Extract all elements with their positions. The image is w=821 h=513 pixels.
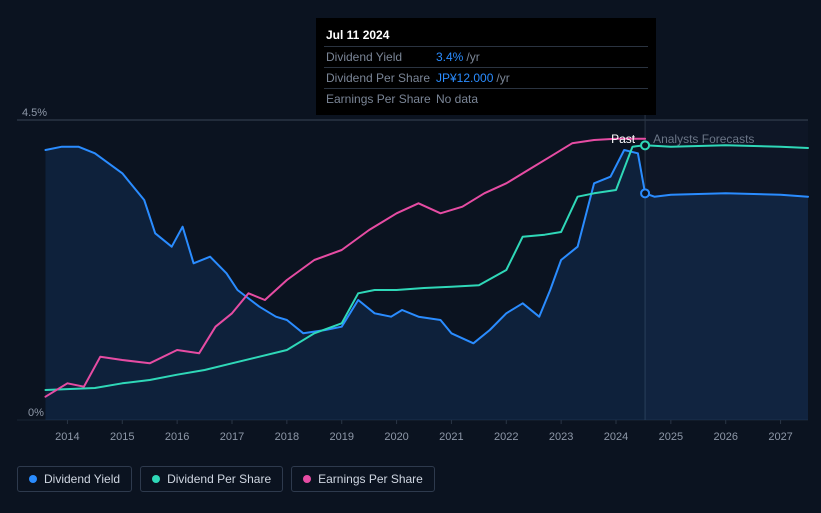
svg-text:2014: 2014 xyxy=(55,431,79,443)
svg-text:2024: 2024 xyxy=(604,431,628,443)
svg-text:2018: 2018 xyxy=(275,431,299,443)
past-period-label: Past xyxy=(611,132,635,146)
svg-text:2020: 2020 xyxy=(384,431,408,443)
tooltip-unit: /yr xyxy=(466,50,479,64)
svg-text:2026: 2026 xyxy=(713,431,737,443)
svg-text:2023: 2023 xyxy=(549,431,573,443)
svg-text:2022: 2022 xyxy=(494,431,518,443)
tooltip-row-dividend-per-share: Dividend Per Share JP¥12.000 /yr xyxy=(324,67,648,88)
legend-dot xyxy=(152,475,160,483)
legend-item-dividend-per-share[interactable]: Dividend Per Share xyxy=(140,466,283,492)
legend-dot xyxy=(303,475,311,483)
svg-text:2027: 2027 xyxy=(768,431,792,443)
tooltip-label: Earnings Per Share xyxy=(326,92,436,106)
tooltip-date: Jul 11 2024 xyxy=(324,24,648,46)
y-axis-min-label: 0% xyxy=(28,407,44,419)
svg-text:2019: 2019 xyxy=(329,431,353,443)
legend-dot xyxy=(29,475,37,483)
legend-label: Dividend Per Share xyxy=(167,472,271,486)
tooltip-value: JP¥12.000 xyxy=(436,71,493,85)
svg-text:2025: 2025 xyxy=(659,431,683,443)
legend-item-dividend-yield[interactable]: Dividend Yield xyxy=(17,466,132,492)
tooltip-row-dividend-yield: Dividend Yield 3.4% /yr xyxy=(324,46,648,67)
legend-item-earnings-per-share[interactable]: Earnings Per Share xyxy=(291,466,435,492)
legend-label: Dividend Yield xyxy=(44,472,120,486)
tooltip-label: Dividend Per Share xyxy=(326,71,436,85)
forecast-period-label: Analysts Forecasts xyxy=(653,132,754,146)
tooltip-row-earnings-per-share: Earnings Per Share No data xyxy=(324,88,648,109)
tooltip-value: 3.4% xyxy=(436,50,463,64)
tooltip-nodata: No data xyxy=(436,92,478,106)
svg-text:2016: 2016 xyxy=(165,431,189,443)
chart-tooltip: Jul 11 2024 Dividend Yield 3.4% /yr Divi… xyxy=(316,18,656,115)
y-axis-max-label: 4.5% xyxy=(22,107,47,119)
tooltip-label: Dividend Yield xyxy=(326,50,436,64)
tooltip-unit: /yr xyxy=(496,71,509,85)
svg-text:2017: 2017 xyxy=(220,431,244,443)
legend-label: Earnings Per Share xyxy=(318,472,423,486)
svg-text:2021: 2021 xyxy=(439,431,463,443)
svg-text:2015: 2015 xyxy=(110,431,134,443)
chart-legend: Dividend Yield Dividend Per Share Earnin… xyxy=(17,466,435,492)
